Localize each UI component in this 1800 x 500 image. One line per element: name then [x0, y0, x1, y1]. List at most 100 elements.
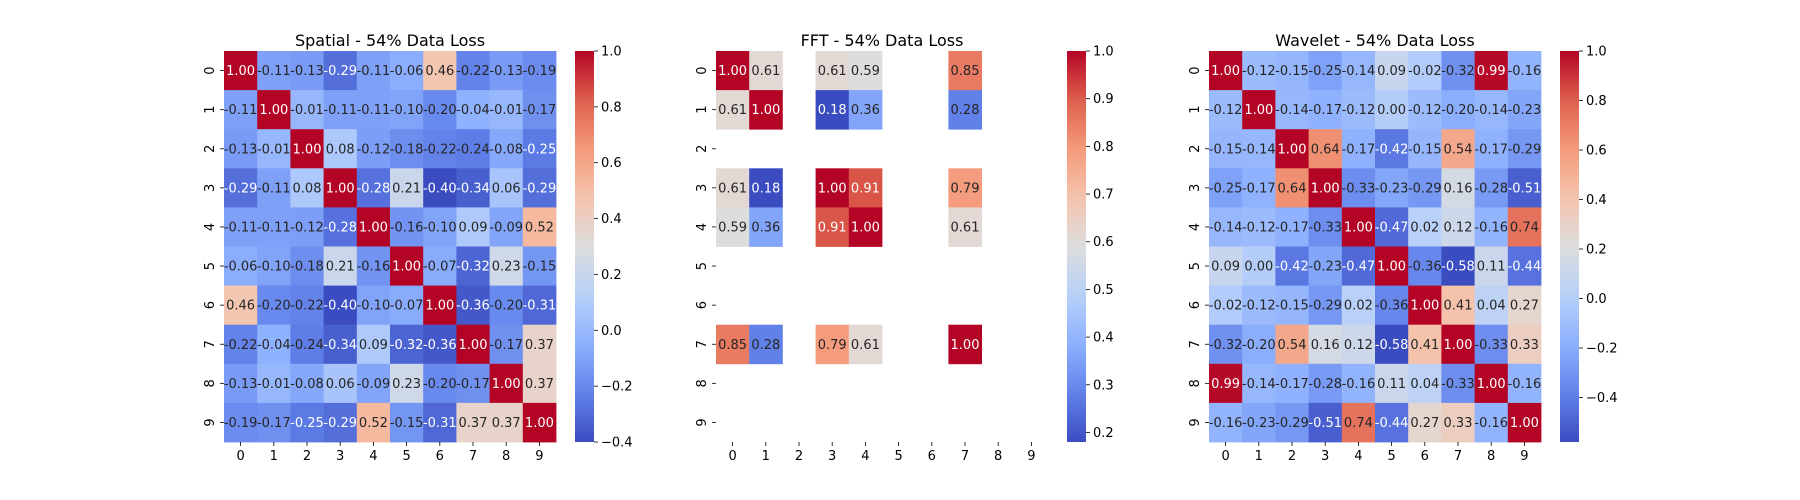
x-tick-label: 6 [436, 449, 444, 464]
heatmap-cell [948, 51, 982, 91]
heatmap-cell-label: -0.23 [1375, 181, 1409, 196]
heatmap-cell-label: 0.37 [525, 377, 554, 392]
heatmap-cell-label: -0.15 [523, 260, 557, 275]
heatmap-cell [1375, 51, 1409, 91]
colorbar-tick-label: −0.4 [601, 436, 633, 451]
heatmap-cell-label: -0.08 [489, 142, 523, 157]
heatmap-cell [1308, 402, 1343, 443]
heatmap-cell [716, 207, 750, 247]
heatmap-cell [1474, 129, 1509, 169]
heatmap-cell-label: 0.21 [326, 260, 355, 275]
heatmap-cell [1375, 363, 1409, 404]
heatmap-cell-label: 0.02 [1410, 220, 1439, 235]
heatmap-cell [522, 129, 557, 169]
heatmap-cell [522, 207, 557, 247]
heatmap-cell [290, 246, 324, 286]
heatmap-cell [1408, 207, 1442, 247]
colorbar-tick-label: 0.8 [1586, 94, 1607, 109]
heatmap-cell-label: 1.00 [1211, 64, 1240, 79]
heatmap-cell [1242, 324, 1276, 365]
heatmap-cell-label: 0.12 [1444, 220, 1473, 235]
heatmap-cell [456, 207, 490, 247]
heatmap-cell-label: 0.09 [459, 220, 488, 235]
heatmap-cell-label: 0.11 [1477, 260, 1506, 275]
heatmap-cell [290, 129, 324, 169]
heatmap-cell-label: 0.61 [718, 181, 747, 196]
y-tick-label: 7 [203, 340, 218, 348]
heatmap-cell-label: 0.04 [1477, 299, 1506, 314]
colorbar-tick-label: 0.2 [1586, 242, 1607, 257]
y-tick-label: 8 [1188, 379, 1203, 387]
heatmap-cell-label: 0.11 [1377, 377, 1406, 392]
heatmap-cell-label: -0.24 [290, 338, 324, 353]
heatmap-cell [1408, 51, 1442, 91]
heatmap-cell-label: -0.01 [489, 103, 523, 118]
heatmap-cell [1441, 90, 1475, 130]
x-tick-label: 8 [1487, 449, 1495, 464]
heatmap-cell [522, 90, 557, 130]
heatmap-cell-label: -0.17 [523, 103, 557, 118]
heatmap-cell-label: -0.23 [1308, 260, 1342, 275]
heatmap-cell-label: -0.06 [224, 260, 258, 275]
heatmap-cell [848, 90, 883, 130]
heatmap-cell-label: 1.00 [459, 338, 488, 353]
heatmap-cell [323, 363, 358, 404]
heatmap-cell-label: 0.61 [751, 64, 780, 79]
heatmap-cell-label: -0.17 [1242, 181, 1276, 196]
heatmap-cell-label: -0.04 [456, 103, 490, 118]
heatmap-cell-label: 1.00 [326, 181, 355, 196]
heatmap-cell [489, 246, 524, 286]
heatmap-cell-label: 1.00 [1344, 220, 1373, 235]
heatmap-cell [1308, 363, 1343, 404]
heatmap-cell-label: 0.54 [1444, 142, 1473, 157]
heatmap-cell [390, 285, 424, 326]
heatmap-cell [815, 90, 850, 130]
heatmap-cell [1507, 285, 1542, 326]
heatmap-cell-label: -0.11 [224, 103, 258, 118]
heatmap-cell [1341, 168, 1376, 208]
heatmap-cell [290, 285, 324, 326]
heatmap-cell-label: -0.32 [390, 338, 424, 353]
colorbar-tick-label: 0.2 [1093, 426, 1114, 441]
heatmap-cell [948, 324, 982, 365]
heatmap-cell [1341, 51, 1376, 91]
heatmap-cell-label: 1.00 [259, 103, 288, 118]
heatmap-cell-label: 1.00 [425, 299, 454, 314]
x-tick-label: 0 [728, 449, 736, 464]
heatmap-cell-label: 1.00 [492, 377, 521, 392]
heatmap-cell-label: -0.23 [1242, 416, 1276, 431]
colorbar [1067, 51, 1086, 442]
heatmap-cell [1209, 51, 1243, 91]
x-tick-label: 0 [1221, 449, 1229, 464]
heatmap-cell-label: 0.04 [1410, 377, 1439, 392]
heatmap-cell-label: -0.14 [1209, 220, 1243, 235]
heatmap-cell [456, 168, 490, 208]
heatmap-cell [423, 207, 457, 247]
heatmap-cell-label: -0.18 [290, 260, 324, 275]
heatmap-cell-label: 0.91 [851, 181, 880, 196]
heatmap-cell [522, 402, 557, 443]
heatmap-cell [1474, 51, 1509, 91]
heatmap-cell-label: -0.29 [323, 64, 357, 79]
heatmap-cell [1507, 168, 1542, 208]
heatmap-cell-label: 1.00 [1244, 103, 1273, 118]
heatmap-cell [224, 51, 258, 91]
heatmap-cell-label: 0.59 [718, 220, 747, 235]
heatmap-cell [423, 363, 457, 404]
heatmap-cell-label: -0.02 [1209, 299, 1243, 314]
heatmap-cell-label: -0.09 [357, 377, 391, 392]
x-tick-label: 9 [1520, 449, 1528, 464]
heatmap-cell [1341, 246, 1376, 286]
heatmap-cell [1341, 90, 1376, 130]
heatmap-cell-label: -0.14 [1242, 142, 1276, 157]
y-tick-label: 9 [1188, 418, 1203, 426]
heatmap-cell-label: -0.14 [1342, 64, 1376, 79]
x-tick-label: 1 [270, 449, 278, 464]
heatmap-cell-label: 0.61 [718, 103, 747, 118]
heatmap-cell [1209, 90, 1243, 130]
heatmap-cell [489, 363, 524, 404]
heatmap-cell-label: 0.00 [1377, 103, 1406, 118]
heatmap-cell [1441, 51, 1475, 91]
heatmap-cell [522, 246, 557, 286]
heatmap-cell [390, 363, 424, 404]
